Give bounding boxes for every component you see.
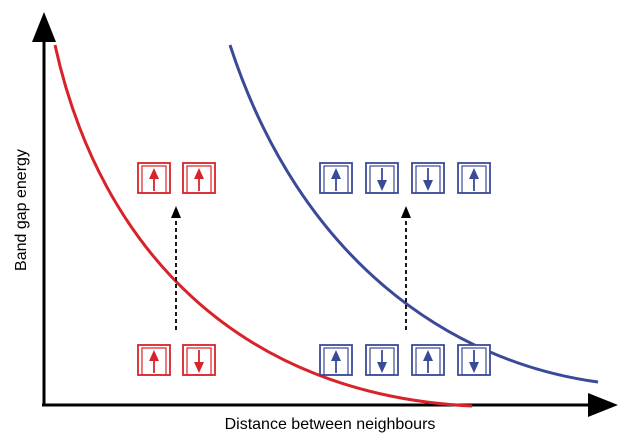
spin-arrowhead — [194, 168, 204, 179]
red-curve — [53, 44, 473, 408]
spin-box-inner — [141, 347, 167, 376]
spin-box-inner — [461, 347, 487, 376]
spin-box-inner — [461, 165, 487, 194]
spin-arrowhead — [469, 168, 479, 179]
spin-arrowhead — [331, 168, 341, 179]
spin-box-inner — [369, 165, 395, 194]
blue-curve — [228, 44, 599, 384]
spin-box-inner — [186, 347, 212, 376]
spin-arrowhead — [377, 180, 387, 191]
spin-arrowhead — [469, 362, 479, 373]
spin-box-inner — [186, 165, 212, 194]
y-axis-label: Band gap energy — [13, 149, 30, 271]
spin-box-inner — [323, 165, 349, 194]
spin-arrowhead — [149, 168, 159, 179]
spin-arrowhead — [377, 362, 387, 373]
transition-arrowhead — [401, 206, 411, 218]
spin-boxes — [137, 162, 491, 376]
spin-arrowhead — [331, 350, 341, 361]
spin-arrowhead — [194, 362, 204, 373]
spin-arrowhead — [149, 350, 159, 361]
spin-arrowhead — [423, 180, 433, 191]
x-axis-label: Distance between neighbours — [225, 416, 436, 433]
spin-box-inner — [415, 347, 441, 376]
transition-arrowhead — [171, 206, 181, 218]
spin-box-inner — [141, 165, 167, 194]
x-axis-arrow — [588, 393, 618, 417]
spin-arrowhead — [423, 350, 433, 361]
y-axis-arrow — [32, 12, 56, 42]
spin-box-inner — [415, 165, 441, 194]
spin-box-inner — [369, 347, 395, 376]
spin-box-inner — [323, 347, 349, 376]
